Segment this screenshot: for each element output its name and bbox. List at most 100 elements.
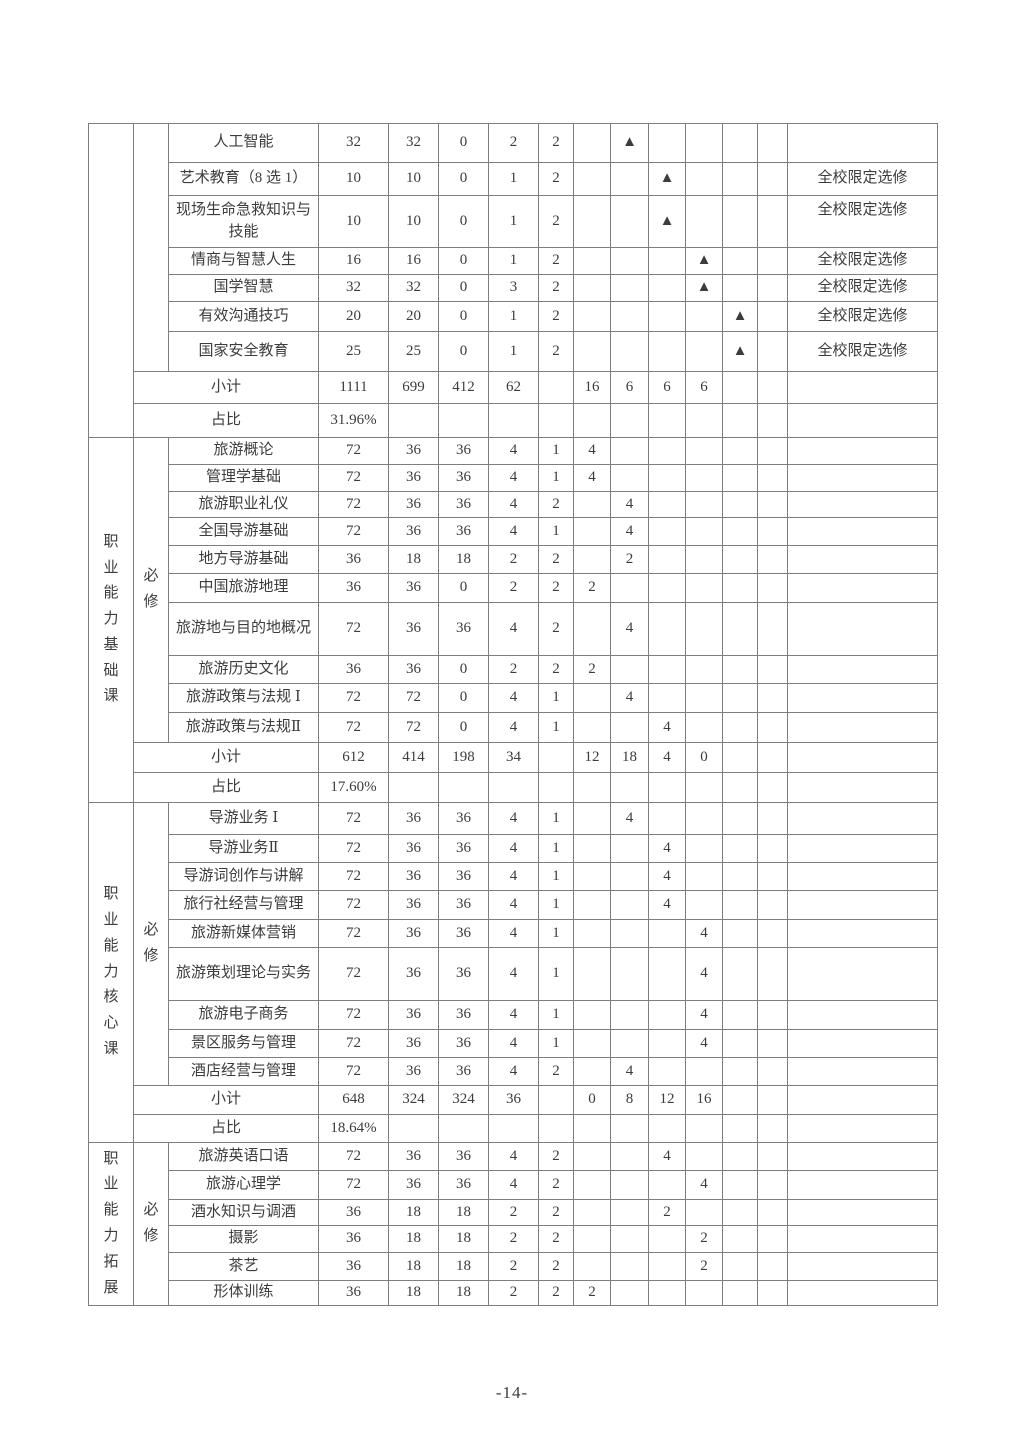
course-name-cell: 艺术教育（8 选 1） — [168, 162, 319, 196]
course-row: 全国导游基础 72 36 36 4 1 4 — [89, 517, 938, 546]
cell-sem1: 2 — [573, 573, 611, 603]
cell-sem1 — [573, 1000, 611, 1030]
cell-remark — [787, 437, 938, 465]
course-name-cell: 旅游政策与法规Ⅱ — [168, 712, 319, 743]
empty-cell — [438, 403, 489, 438]
subtotal-cell-sem1: 0 — [573, 1085, 611, 1115]
course-row: 旅游历史文化 36 36 0 2 2 2 — [89, 655, 938, 684]
required-course-cell — [133, 123, 169, 372]
course-name-cell: 旅游新媒体营销 — [168, 919, 319, 948]
cell-sem6 — [757, 890, 788, 920]
cell-credits: 2 — [488, 545, 539, 574]
cell-sem3 — [648, 573, 686, 603]
cell-sem3 — [648, 802, 686, 835]
course-row: 旅游电子商务 72 36 36 4 1 4 — [89, 1000, 938, 1030]
cell-sem5 — [722, 491, 758, 518]
cell-sem5 — [722, 712, 758, 743]
empty-cell — [787, 1114, 938, 1143]
cell-sem2 — [610, 573, 649, 603]
cell-sem3 — [648, 947, 686, 1001]
cell-sem6 — [757, 491, 788, 518]
cell-sem2 — [610, 195, 649, 248]
cell-exam-mode: 1 — [538, 464, 574, 492]
cell-total-hours: 72 — [318, 464, 389, 492]
empty-cell — [685, 403, 723, 438]
cell-remark — [787, 890, 938, 920]
cell-sem5 — [722, 919, 758, 948]
cell-practice-hours: 0 — [438, 123, 489, 163]
cell-sem1: 4 — [573, 464, 611, 492]
cell-sem6 — [757, 301, 788, 332]
cell-credits: 2 — [488, 573, 539, 603]
cell-theory-hours: 36 — [388, 947, 439, 1001]
course-name-cell: 情商与智慧人生 — [168, 247, 319, 275]
cell-exam-mode: 2 — [538, 1199, 574, 1226]
cell-theory-hours: 72 — [388, 712, 439, 743]
empty-cell — [388, 403, 439, 438]
subtotal-row: 小计 612 414 198 34 12 18 4 0 — [89, 742, 938, 773]
cell-sem4 — [685, 890, 723, 920]
cell-sem1 — [573, 517, 611, 546]
cell-credits: 2 — [488, 1199, 539, 1226]
cell-theory-hours: 36 — [388, 491, 439, 518]
cell-total-hours: 72 — [318, 712, 389, 743]
cell-theory-hours: 10 — [388, 195, 439, 248]
cell-sem3: ▲ — [648, 195, 686, 248]
course-name-cell: 旅行社经营与管理 — [168, 890, 319, 920]
curriculum-table: 人工智能 32 32 0 2 2 ▲ 艺术教育（8 选 1） 10 10 0 1 2 ▲ 全校限定选修 现场生… — [88, 123, 938, 1306]
cell-remark — [787, 1170, 938, 1200]
course-row: 酒店经营与管理 72 36 36 4 2 4 — [89, 1057, 938, 1086]
cell-sem1 — [573, 1142, 611, 1171]
subtotal-cell-total-hours: 612 — [318, 742, 389, 773]
subtotal-label: 小计 — [133, 371, 319, 404]
cell-sem2 — [610, 1280, 649, 1306]
subtotal-cell-sem3: 12 — [648, 1085, 686, 1115]
cell-sem2 — [610, 919, 649, 948]
page-number: -14- — [495, 1383, 529, 1402]
course-name-cell: 有效沟通技巧 — [168, 301, 319, 332]
cell-sem3 — [648, 1057, 686, 1086]
cell-remark — [787, 802, 938, 835]
subtotal-cell-sem4: 0 — [685, 742, 723, 773]
cell-credits: 4 — [488, 1170, 539, 1200]
cell-sem1 — [573, 1225, 611, 1253]
cell-sem5 — [722, 517, 758, 546]
cell-sem4 — [685, 162, 723, 196]
cell-credits: 4 — [488, 919, 539, 948]
cell-sem6 — [757, 1057, 788, 1086]
cell-total-hours: 72 — [318, 517, 389, 546]
subtotal-cell-remark — [787, 1085, 938, 1115]
cell-credits: 4 — [488, 802, 539, 835]
cell-sem5 — [722, 437, 758, 465]
empty-cell — [488, 403, 539, 438]
subtotal-cell-sem5 — [722, 1085, 758, 1115]
cell-sem3 — [648, 491, 686, 518]
cell-theory-hours: 36 — [388, 437, 439, 465]
cell-total-hours: 72 — [318, 834, 389, 863]
cell-remark — [787, 1142, 938, 1171]
cell-sem5 — [722, 655, 758, 684]
empty-cell — [648, 1114, 686, 1143]
course-row: 国学智慧 32 32 0 3 2 ▲ 全校限定选修 — [89, 274, 938, 302]
cell-theory-hours: 20 — [388, 301, 439, 332]
subtotal-cell-sem5 — [722, 371, 758, 404]
subtotal-cell-credits: 62 — [488, 371, 539, 404]
cell-practice-hours: 36 — [438, 834, 489, 863]
cell-practice-hours: 36 — [438, 491, 489, 518]
cell-remark — [787, 573, 938, 603]
required-label: 必修 — [143, 568, 159, 610]
cell-sem4 — [685, 1280, 723, 1306]
cell-exam-mode: 2 — [538, 602, 574, 656]
course-row: 旅游心理学 72 36 36 4 2 4 — [89, 1170, 938, 1200]
course-name-cell: 中国旅游地理 — [168, 573, 319, 603]
cell-remark: 全校限定选修 — [787, 247, 938, 275]
cell-theory-hours: 10 — [388, 162, 439, 196]
cell-sem1 — [573, 890, 611, 920]
cell-sem2 — [610, 1252, 649, 1281]
cell-credits: 2 — [488, 123, 539, 163]
subtotal-cell-exam-mode — [538, 371, 574, 404]
cell-sem1 — [573, 1057, 611, 1086]
course-row: 中国旅游地理 36 36 0 2 2 2 — [89, 573, 938, 603]
cell-remark — [787, 1000, 938, 1030]
cell-practice-hours: 18 — [438, 1280, 489, 1306]
